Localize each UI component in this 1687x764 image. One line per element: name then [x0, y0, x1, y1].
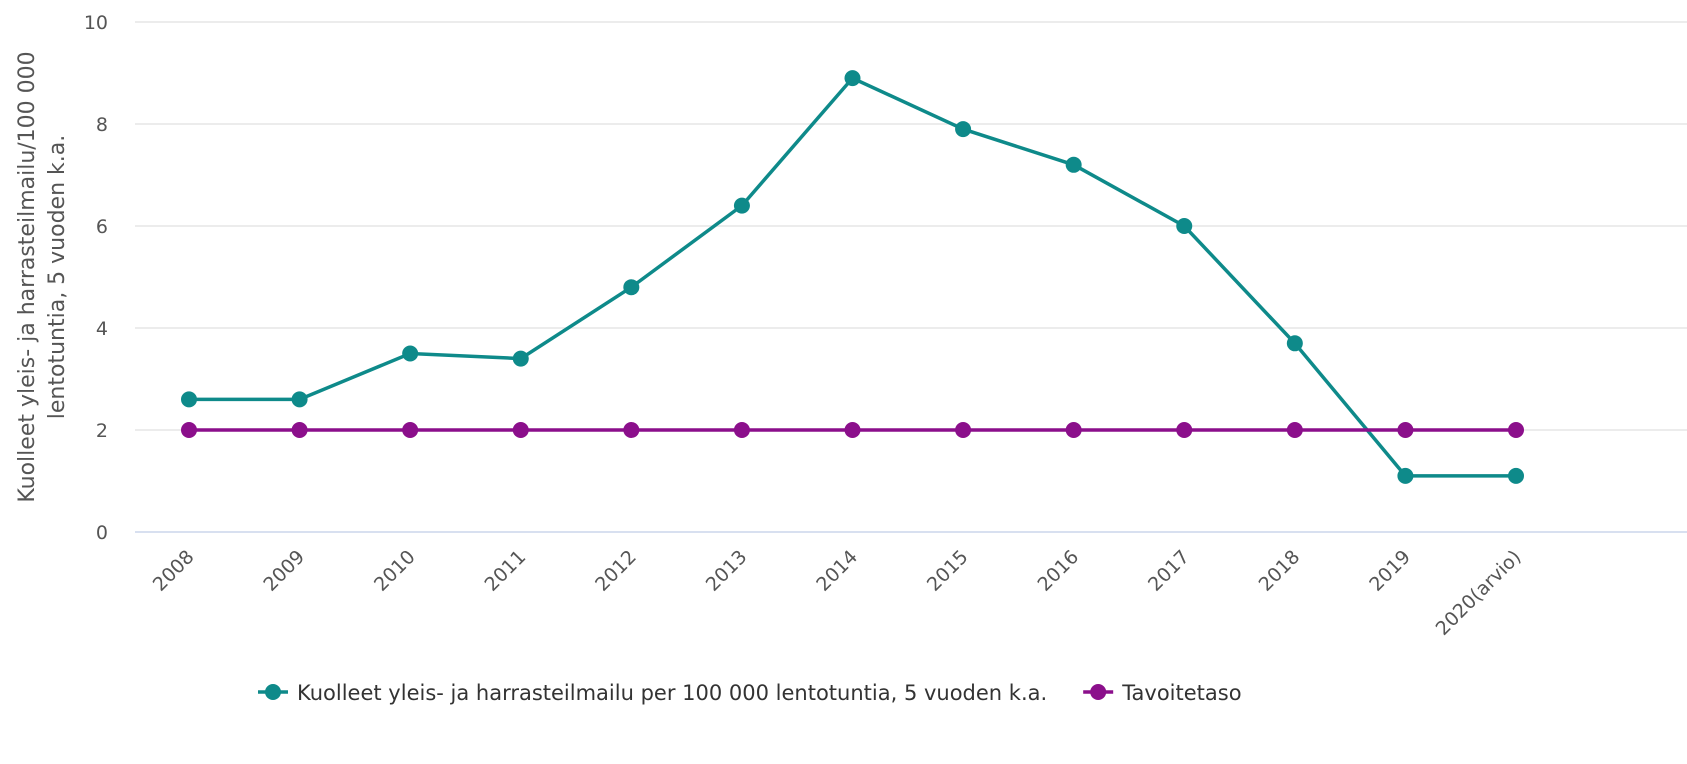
data-point — [291, 422, 308, 438]
legend-label: Tavoitetaso — [1121, 681, 1241, 705]
data-point — [402, 422, 419, 438]
x-tick-label: 2017 — [1144, 546, 1194, 596]
data-point — [291, 391, 308, 408]
data-point — [844, 70, 861, 87]
y-axis-label: Kuolleet yleis- ja harrasteilmailu/100 0… — [15, 51, 40, 502]
x-tick-label: 2013 — [702, 546, 752, 596]
data-point — [623, 279, 640, 296]
data-point — [1508, 422, 1524, 438]
data-point — [1397, 467, 1414, 484]
data-point — [1065, 156, 1082, 173]
data-point — [1065, 422, 1082, 438]
data-point — [1176, 218, 1193, 234]
y-tick-label: 4 — [96, 318, 108, 340]
data-point — [955, 121, 972, 138]
x-tick-label: 2012 — [591, 546, 641, 596]
y-tick-label: 6 — [96, 216, 108, 238]
x-tick-label: 2008 — [149, 546, 199, 596]
x-tick-label: 2014 — [812, 546, 862, 596]
x-tick-label: 2020(arvio) — [1432, 546, 1526, 640]
series-line — [189, 75, 1516, 478]
data-point — [1286, 335, 1303, 352]
y-tick-label: 10 — [84, 12, 108, 34]
x-tick-label: 2009 — [259, 546, 309, 596]
data-point — [1508, 467, 1524, 484]
data-point — [733, 197, 750, 214]
x-tick-label: 2019 — [1365, 546, 1415, 596]
x-tick-label: 2018 — [1255, 546, 1305, 596]
y-axis-label: lentotuntia, 5 vuoden k.a. — [45, 135, 70, 419]
y-tick-label: 8 — [96, 114, 108, 136]
data-point — [512, 350, 529, 367]
data-point — [512, 422, 529, 438]
data-point — [181, 391, 197, 408]
data-point — [1286, 422, 1303, 438]
legend-marker — [265, 684, 281, 700]
data-point — [623, 422, 640, 438]
legend-label: Kuolleet yleis- ja harrasteilmailu per 1… — [297, 681, 1047, 705]
x-tick-label: 2010 — [370, 546, 420, 596]
y-tick-label: 0 — [96, 522, 108, 544]
x-tick-label: 2016 — [1033, 546, 1083, 596]
data-point — [733, 422, 750, 438]
x-tick-label: 2015 — [923, 546, 973, 596]
legend-marker — [1090, 684, 1107, 700]
x-tick-label: 2011 — [481, 546, 531, 596]
data-point — [1397, 422, 1414, 438]
data-point — [402, 345, 419, 362]
data-point — [181, 422, 197, 438]
data-point — [844, 422, 861, 438]
data-point — [955, 422, 972, 438]
data-point — [1176, 422, 1193, 438]
y-tick-label: 2 — [96, 420, 108, 442]
